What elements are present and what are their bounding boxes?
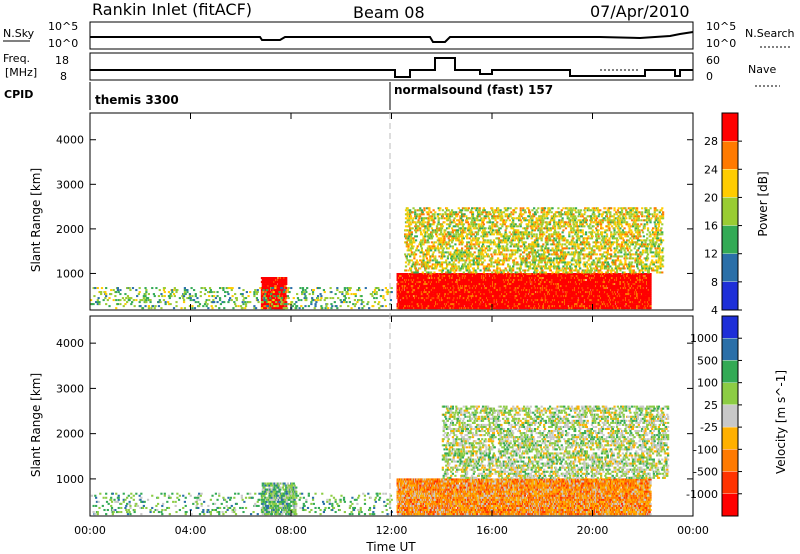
nsearch-tick-high: 10^5 (706, 20, 736, 33)
nsky-tick-high: 10^5 (48, 20, 78, 33)
cpid-label: CPID (4, 88, 33, 101)
data-cell (284, 293, 286, 295)
data-cell (619, 273, 621, 275)
data-cell (481, 301, 483, 303)
nsearch-tick-low: 10^0 (706, 37, 736, 50)
data-cell (613, 283, 615, 285)
data-cell (504, 299, 506, 301)
data-cell (605, 287, 607, 289)
data-cell (265, 307, 267, 309)
data-cell (526, 293, 528, 295)
freq-tick-low: 8 (60, 70, 67, 83)
data-cell (273, 297, 275, 299)
data-cell (275, 277, 277, 279)
data-cell (262, 291, 264, 293)
beam-label: Beam 08 (353, 3, 425, 22)
data-cell (285, 305, 287, 307)
nsky-trace (90, 32, 693, 42)
data-cell (411, 295, 413, 297)
data-cell (462, 305, 464, 307)
data-cell (585, 275, 587, 277)
data-cell (613, 303, 615, 305)
nave-tick-low: 0 (706, 70, 713, 83)
data-cell (615, 291, 617, 293)
freq-trace (90, 58, 693, 77)
nave-tick-high: 60 (706, 54, 720, 67)
freq-unit-label: [MHz] (5, 66, 37, 79)
data-cell (400, 277, 402, 279)
nave-label: Nave (748, 63, 776, 76)
data-cell (487, 275, 489, 277)
data-cell (285, 277, 287, 279)
data-cell (285, 281, 287, 283)
data-cell (284, 285, 286, 287)
data-cell (285, 297, 287, 299)
data-cell (528, 283, 530, 285)
data-cell (283, 305, 285, 307)
data-cell (285, 291, 287, 293)
data-cell (623, 305, 625, 307)
nsky-strip (90, 22, 693, 49)
data-cell (482, 285, 484, 287)
nsky-label: N.Sky (3, 27, 35, 40)
data-cell (583, 279, 585, 281)
date-label: 07/Apr/2010 (590, 2, 690, 21)
data-cell (285, 301, 287, 303)
freq-label: Freq. (3, 52, 30, 65)
data-cell (566, 305, 568, 307)
data-cell (284, 299, 286, 301)
nsearch-label: N.Search (745, 27, 795, 40)
data-cell (582, 301, 584, 303)
data-cell (561, 291, 563, 293)
data-cell (428, 277, 430, 279)
data-cell (533, 291, 535, 293)
data-cell (285, 279, 287, 281)
data-cell (532, 279, 534, 281)
radar-title: Rankin Inlet (fitACF) (92, 0, 252, 19)
cpid-mode-normalsound: normalsound (fast) 157 (394, 83, 553, 97)
power-data (90, 207, 664, 309)
data-cell (402, 289, 404, 291)
data-cell (285, 283, 287, 285)
data-cell (576, 297, 578, 299)
data-cell (454, 279, 456, 281)
data-cell (285, 287, 287, 289)
freq-tick-high: 18 (55, 54, 69, 67)
data-cell (588, 289, 590, 291)
cpid-mode-themis: themis 3300 (95, 93, 179, 107)
data-cell (526, 299, 528, 301)
nsky-tick-low: 10^0 (48, 37, 78, 50)
data-cell (541, 277, 543, 279)
data-cell (398, 299, 400, 301)
data-cell (275, 283, 277, 285)
data-cell (268, 289, 270, 291)
data-cell (495, 301, 497, 303)
